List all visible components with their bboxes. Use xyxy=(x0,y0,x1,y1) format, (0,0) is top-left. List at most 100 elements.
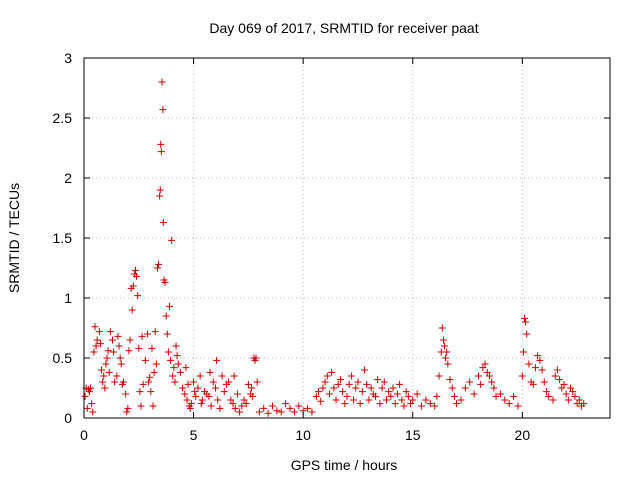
data-point xyxy=(134,292,142,300)
data-point xyxy=(441,342,449,350)
data-point xyxy=(227,396,235,404)
data-point xyxy=(144,330,152,338)
data-point xyxy=(404,392,412,400)
data-point xyxy=(196,372,204,380)
data-point xyxy=(518,372,526,380)
data-point xyxy=(573,400,581,408)
data-point xyxy=(446,376,454,384)
y-tick-label: 0.5 xyxy=(53,350,73,366)
data-point xyxy=(330,384,338,392)
data-point xyxy=(191,388,199,396)
data-point xyxy=(116,354,124,362)
ticks-layer: 0 5 10 15 20 0 0.5 1 1.5 2 2.5 3 xyxy=(53,50,610,443)
data-point xyxy=(323,372,331,380)
data-point xyxy=(475,372,482,380)
data-point xyxy=(457,396,465,404)
data-point xyxy=(391,400,399,408)
data-point xyxy=(413,390,421,398)
data-point xyxy=(90,348,98,356)
data-point xyxy=(138,332,146,340)
data-point xyxy=(141,356,149,364)
data-point xyxy=(483,368,491,376)
data-point xyxy=(106,328,114,336)
data-point xyxy=(575,396,583,404)
data-point xyxy=(157,140,165,148)
data-point xyxy=(255,408,263,416)
data-point xyxy=(162,312,170,320)
data-point xyxy=(387,392,395,400)
data-point xyxy=(562,390,570,398)
data-point xyxy=(479,364,487,372)
data-point xyxy=(104,347,112,355)
data-point xyxy=(91,323,99,331)
data-point xyxy=(448,384,456,392)
data-point xyxy=(146,373,154,381)
data-point xyxy=(101,384,109,392)
data-point xyxy=(242,400,250,408)
data-point xyxy=(233,390,241,398)
data-point xyxy=(114,332,122,340)
data-point xyxy=(186,404,194,412)
data-point xyxy=(181,390,189,398)
data-point xyxy=(132,266,140,274)
data-point xyxy=(152,360,160,368)
data-point xyxy=(174,360,182,368)
data-point xyxy=(580,400,588,408)
data-point xyxy=(136,388,144,396)
data-point xyxy=(93,336,101,344)
y-axis-label: SRMTID / TECUs xyxy=(6,183,22,293)
data-point xyxy=(538,366,546,374)
data-point xyxy=(378,384,386,392)
data-point xyxy=(347,372,355,380)
data-point xyxy=(133,272,141,280)
x-tick-label: 0 xyxy=(80,427,88,443)
x-tick-label: 15 xyxy=(405,427,421,443)
data-point xyxy=(407,400,415,408)
x-axis-label: GPS time / hours xyxy=(291,457,398,473)
data-point xyxy=(367,384,375,392)
data-point xyxy=(522,318,530,326)
data-point xyxy=(396,380,404,388)
data-point xyxy=(103,354,111,362)
data-point xyxy=(519,348,527,356)
data-point xyxy=(85,388,93,396)
data-point xyxy=(321,378,329,386)
data-point xyxy=(350,396,358,404)
data-point xyxy=(295,402,303,410)
data-point xyxy=(182,364,190,372)
data-point xyxy=(439,336,447,344)
data-point xyxy=(433,392,441,400)
data-point xyxy=(147,388,155,396)
data-point xyxy=(248,384,256,392)
y-tick-label: 1 xyxy=(64,290,72,306)
data-point xyxy=(168,236,176,244)
data-point xyxy=(156,192,164,200)
data-point xyxy=(149,402,157,410)
data-point xyxy=(319,384,327,392)
data-point xyxy=(356,400,364,408)
data-point xyxy=(207,402,215,410)
data-point xyxy=(238,402,246,410)
data-point xyxy=(536,356,544,364)
data-point xyxy=(442,354,450,362)
data-point xyxy=(564,396,572,404)
data-point xyxy=(542,388,550,396)
data-point xyxy=(128,306,136,314)
data-point xyxy=(352,384,360,392)
data-point xyxy=(277,408,285,416)
points-layer xyxy=(81,78,588,417)
data-point xyxy=(190,378,198,386)
data-point xyxy=(151,328,159,336)
data-point xyxy=(443,348,451,356)
data-point xyxy=(510,392,518,400)
data-point xyxy=(100,372,108,380)
data-point xyxy=(315,388,323,396)
data-point xyxy=(122,390,130,398)
data-point xyxy=(264,409,272,417)
y-tick-label: 3 xyxy=(64,50,72,66)
data-point xyxy=(358,388,366,396)
data-point xyxy=(105,368,113,376)
data-point xyxy=(139,380,147,388)
x-tick-label: 20 xyxy=(515,427,531,443)
